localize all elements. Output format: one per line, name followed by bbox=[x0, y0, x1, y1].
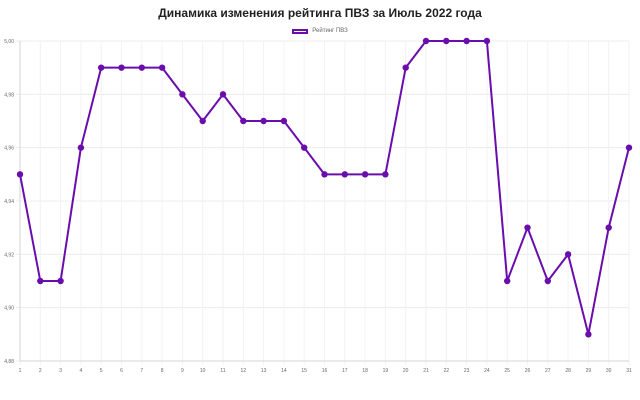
x-tick-label: 17 bbox=[342, 368, 348, 374]
data-point bbox=[16, 171, 24, 178]
x-tick-label: 4 bbox=[80, 368, 83, 374]
data-point bbox=[98, 64, 105, 71]
data-point bbox=[504, 277, 511, 285]
y-tick-label: 4,96 bbox=[4, 146, 14, 152]
data-point bbox=[219, 91, 227, 98]
data-point bbox=[138, 64, 145, 71]
x-tick-label: 8 bbox=[161, 368, 164, 374]
x-tick-label: 25 bbox=[504, 368, 510, 374]
data-point bbox=[260, 117, 267, 125]
x-tick-label: 30 bbox=[606, 368, 612, 374]
x-tick-label: 26 bbox=[525, 368, 531, 374]
data-point bbox=[361, 171, 369, 178]
chart-title: Динамика изменения рейтинга ПВЗ за Июль … bbox=[158, 6, 482, 20]
data-point bbox=[240, 117, 247, 125]
data-point bbox=[321, 171, 328, 178]
data-point bbox=[280, 117, 288, 125]
x-tick-label: 13 bbox=[261, 368, 267, 374]
x-tick-label: 31 bbox=[626, 368, 632, 374]
data-point bbox=[118, 64, 125, 71]
x-tick-label: 14 bbox=[281, 368, 287, 374]
data-point bbox=[443, 37, 450, 45]
data-point bbox=[483, 37, 491, 45]
data-point bbox=[77, 144, 85, 151]
x-tick-label: 2 bbox=[39, 368, 42, 374]
data-point bbox=[422, 37, 430, 45]
x-tick-label: 24 bbox=[484, 368, 490, 374]
data-point bbox=[158, 64, 166, 71]
legend-swatch bbox=[292, 28, 309, 34]
data-point bbox=[544, 277, 551, 285]
y-tick-label: 4,92 bbox=[4, 252, 14, 258]
y-tick-label: 5,00 bbox=[4, 39, 14, 45]
x-tick-label: 6 bbox=[120, 368, 123, 374]
x-tick-label: 12 bbox=[241, 368, 247, 374]
y-tick-label: 4,94 bbox=[4, 199, 14, 205]
x-tick-label: 9 bbox=[181, 368, 184, 374]
data-point bbox=[564, 251, 572, 258]
data-point bbox=[524, 224, 531, 231]
data-point bbox=[382, 171, 389, 178]
data-point bbox=[57, 277, 64, 285]
x-tick-label: 5 bbox=[100, 368, 103, 374]
data-point bbox=[199, 117, 206, 125]
data-point bbox=[37, 277, 44, 285]
y-tick-label: 4,88 bbox=[4, 359, 14, 365]
data-point bbox=[402, 64, 409, 71]
x-tick-label: 21 bbox=[423, 368, 429, 374]
x-tick-label: 3 bbox=[59, 368, 62, 374]
x-tick-label: 28 bbox=[565, 368, 571, 374]
data-point bbox=[605, 224, 612, 231]
data-point bbox=[585, 331, 592, 338]
data-point bbox=[301, 144, 308, 151]
x-tick-label: 10 bbox=[200, 368, 206, 374]
x-tick-label: 19 bbox=[383, 368, 389, 374]
data-point bbox=[179, 91, 186, 98]
x-tick-label: 29 bbox=[586, 368, 592, 374]
data-point bbox=[341, 171, 348, 178]
x-tick-label: 7 bbox=[140, 368, 143, 374]
x-tick-label: 20 bbox=[403, 368, 409, 374]
legend-label: Рейтинг ПВЗ bbox=[312, 28, 348, 34]
x-tick-label: 16 bbox=[322, 368, 328, 374]
y-tick-label: 4,90 bbox=[4, 306, 14, 312]
legend[interactable]: Рейтинг ПВЗ bbox=[0, 28, 640, 34]
x-tick-label: 11 bbox=[220, 368, 225, 374]
x-tick-label: 15 bbox=[301, 368, 307, 374]
x-tick-label: 22 bbox=[444, 368, 450, 374]
data-point bbox=[463, 37, 470, 45]
x-tick-label: 18 bbox=[362, 368, 368, 374]
x-tick-label: 1 bbox=[19, 368, 22, 374]
data-point bbox=[625, 144, 633, 151]
x-tick-label: 23 bbox=[464, 368, 470, 374]
y-tick-label: 4,98 bbox=[4, 92, 14, 98]
x-tick-label: 27 bbox=[545, 368, 551, 374]
